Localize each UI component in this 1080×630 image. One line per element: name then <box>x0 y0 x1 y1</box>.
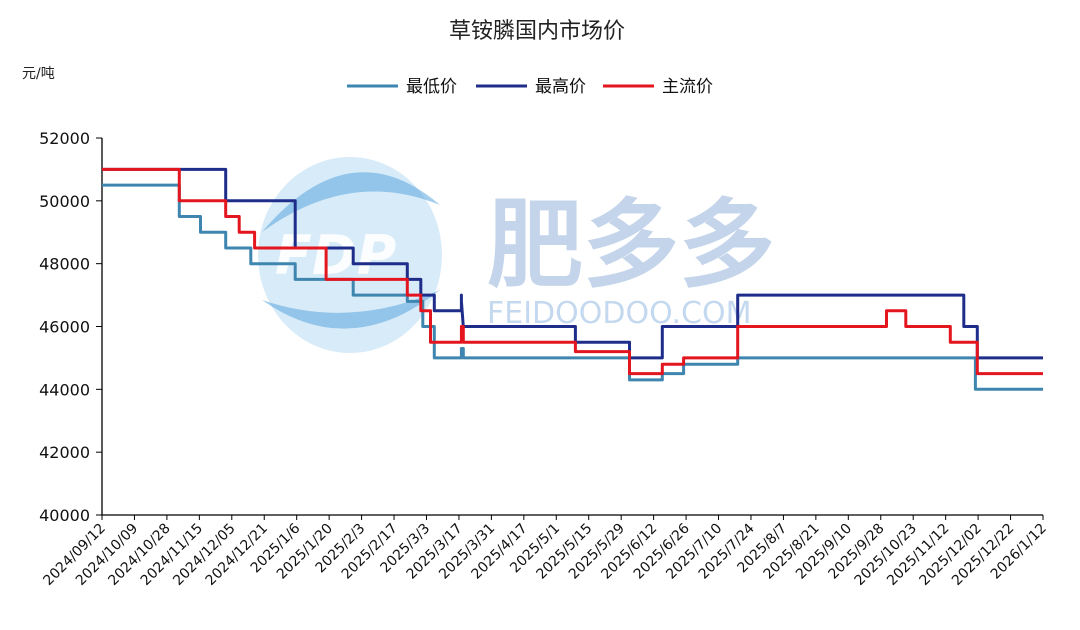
legend-label-main: 主流价 <box>662 77 713 97</box>
watermark-logo-text: FDP <box>275 224 396 287</box>
y-tick-label: 44000 <box>39 380 90 399</box>
y-tick-label: 42000 <box>39 443 90 462</box>
legend-label-low: 最低价 <box>406 77 457 97</box>
series-line-main <box>102 167 1043 376</box>
watermark-brand-cn: 肥多多 <box>487 189 775 301</box>
y-tick-label: 48000 <box>39 255 90 274</box>
chart-title: 草铵膦国内市场价 <box>449 19 625 44</box>
watermark: FDP 肥多多 FEIDOODOO.COM <box>258 157 775 353</box>
y-tick-label: 46000 <box>39 318 90 337</box>
y-tick-label: 50000 <box>39 192 90 211</box>
series-line-high <box>102 167 1043 360</box>
series-lines <box>102 167 1043 391</box>
legend: 最低价 最高价 主流价 <box>347 77 713 97</box>
fdp-logo-icon: FDP <box>258 157 442 353</box>
y-tick-label: 40000 <box>39 506 90 525</box>
series-line-low <box>102 183 1043 391</box>
legend-label-high: 最高价 <box>535 77 586 97</box>
y-axis-unit: 元/吨 <box>22 66 55 82</box>
y-tick-label: 52000 <box>39 129 90 148</box>
